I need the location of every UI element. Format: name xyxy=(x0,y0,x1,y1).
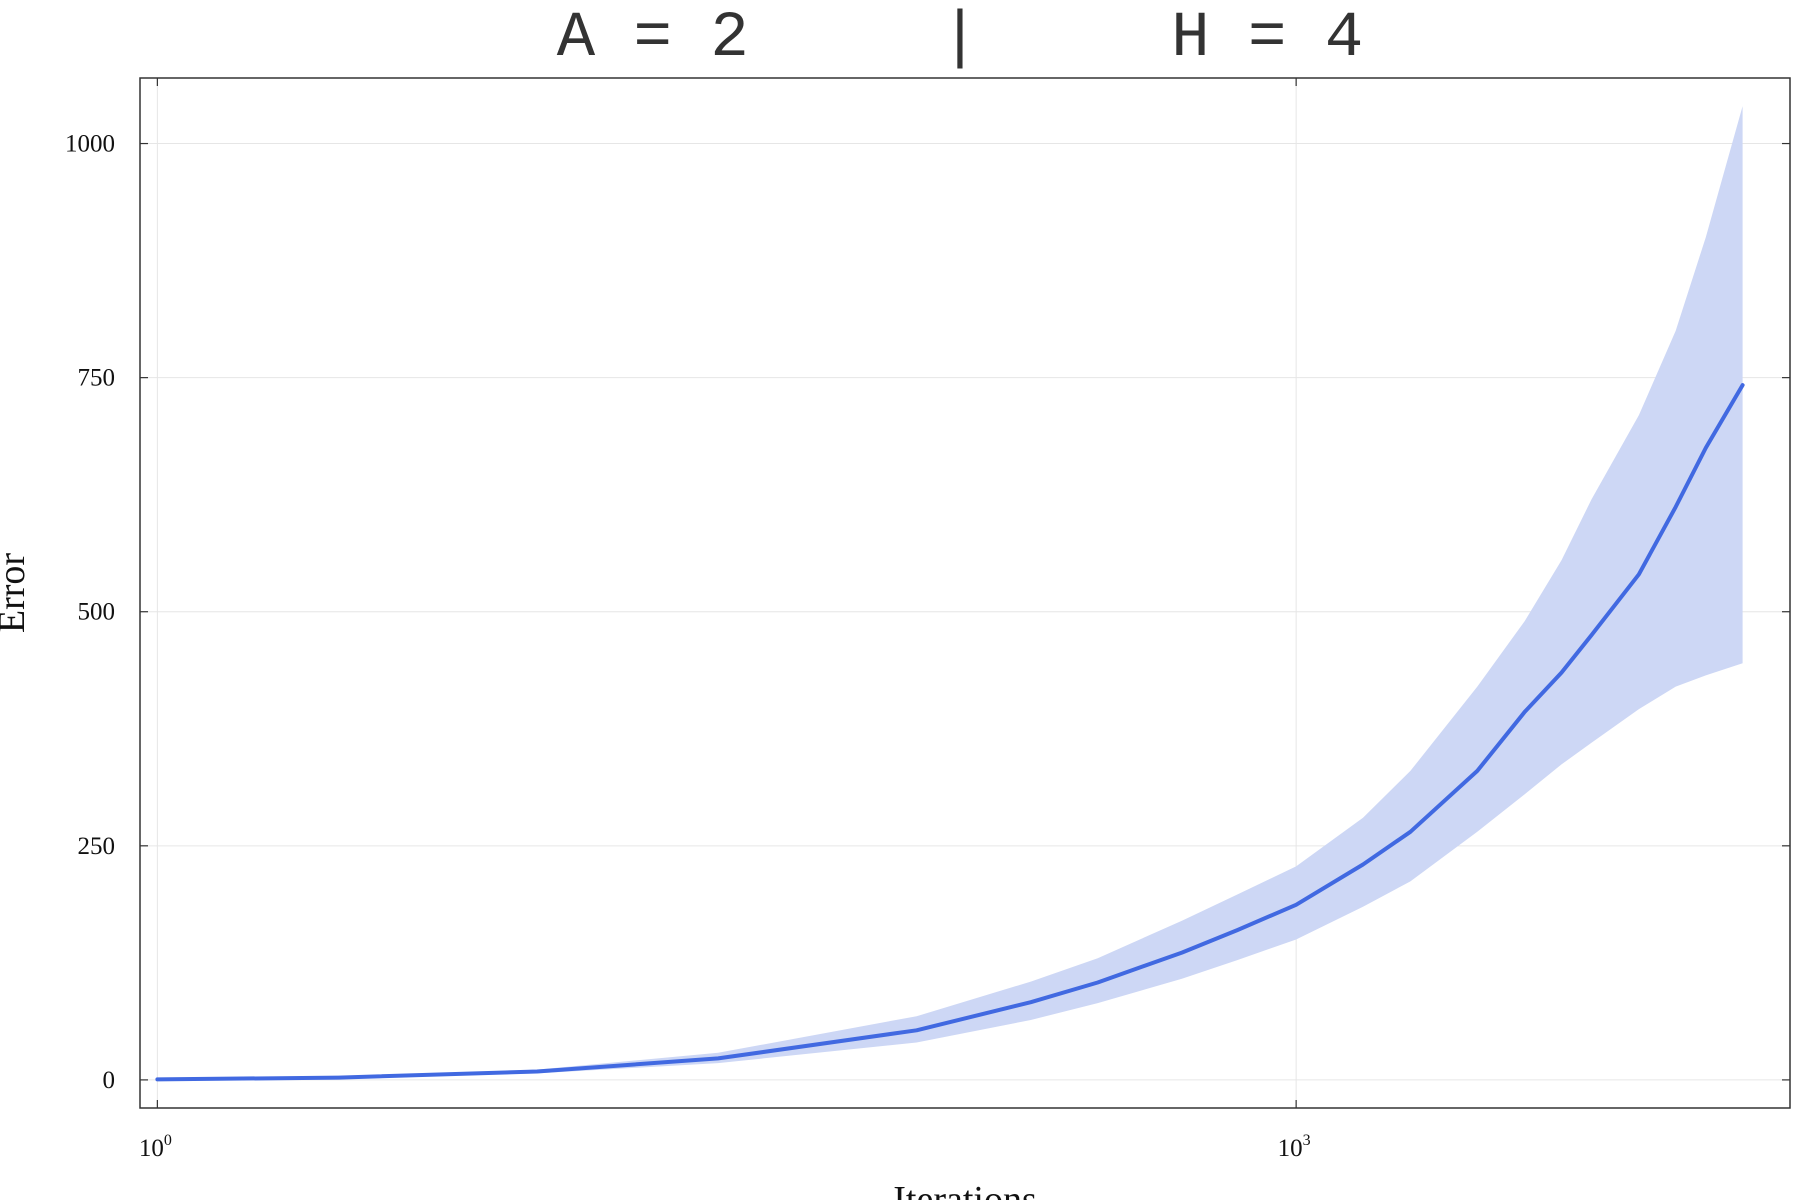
y-tick-label: 0 xyxy=(103,1067,116,1094)
grid xyxy=(140,78,1790,1108)
x-tick-label: 103 xyxy=(1278,1132,1311,1162)
y-tick-labels: 0 250 500 750 1000 xyxy=(65,131,115,1094)
y-tick-label: 250 xyxy=(78,833,116,860)
y-axis-label: Error xyxy=(0,553,33,634)
x-tick-exponent: 0 xyxy=(164,1132,172,1149)
y-tick-label: 1000 xyxy=(65,131,115,158)
plot-frame xyxy=(139,77,1791,1109)
x-tick-labels: 100 103 xyxy=(139,1132,1311,1162)
error-band xyxy=(157,106,1743,1080)
error-band-layer xyxy=(157,106,1743,1080)
x-axis-label: Iterations xyxy=(893,1179,1037,1200)
y-tick-label: 750 xyxy=(78,365,116,392)
x-tick-exponent: 3 xyxy=(1303,1132,1311,1149)
x-tick-label: 100 xyxy=(139,1132,172,1162)
mean-line-layer xyxy=(155,383,1745,1082)
mean-line xyxy=(155,383,1745,1082)
chart-title: A = 2 | H = 4 xyxy=(557,3,1364,75)
tick-marks xyxy=(140,78,1790,1108)
y-tick-label: 500 xyxy=(78,599,116,626)
x-tick-base: 10 xyxy=(139,1135,164,1162)
x-tick-base: 10 xyxy=(1278,1135,1303,1162)
